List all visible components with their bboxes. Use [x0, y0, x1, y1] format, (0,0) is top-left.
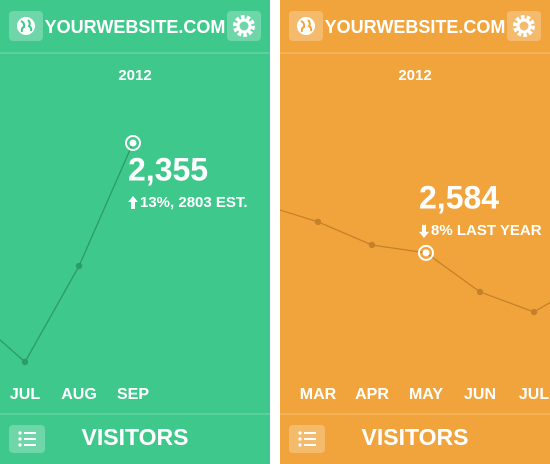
data-point [368, 241, 376, 249]
x-label: MAR [300, 386, 337, 403]
menu-bullet [18, 431, 22, 435]
gear-body [516, 18, 532, 34]
highlight-point [418, 244, 434, 261]
footer-title: VISITORS [82, 424, 189, 450]
data-point [476, 288, 484, 296]
trend-arrow [419, 224, 429, 238]
gear-icon [513, 15, 535, 37]
gear-body [236, 18, 252, 34]
menu-button[interactable] [9, 425, 45, 453]
trend-arrow [128, 196, 138, 209]
x-label: JUL [519, 386, 549, 403]
data-point [314, 218, 322, 226]
globe-land [20, 19, 33, 33]
highlight-dot [422, 249, 430, 257]
menu-bullet [18, 437, 22, 441]
menu-button[interactable] [289, 425, 325, 453]
x-label: APR [355, 386, 389, 403]
x-label: AUG [61, 386, 97, 403]
globe-icon [297, 17, 315, 35]
globe-button[interactable] [289, 11, 323, 41]
year-label: 2012 [118, 67, 151, 84]
chart-area [0, 142, 134, 366]
screen-background [280, 0, 550, 464]
value-label: 2,355 [128, 151, 208, 187]
phone-screen: YOURWEBSITE.COM 2012 MAR APR 2,584 8% LAST YE… [280, 0, 550, 464]
x-label: JUL [10, 386, 40, 403]
menu-bullet [18, 443, 22, 447]
settings-button[interactable] [227, 11, 261, 41]
data-point [75, 262, 83, 270]
highlight-point [125, 135, 141, 151]
settings-button[interactable] [507, 11, 541, 41]
trend-note: 13%, 2803 EST. [140, 194, 248, 211]
data-point [21, 358, 29, 366]
globe-button[interactable] [9, 11, 43, 41]
site-title: YOURWEBSITE.COM [45, 17, 226, 37]
trend-note: 8% LAST YEAR [431, 222, 542, 239]
menu-bullet [298, 443, 302, 447]
year-label: 2012 [398, 67, 431, 84]
trend-line [0, 142, 134, 364]
screen-background [0, 0, 270, 464]
value-label: 2,584 [419, 179, 499, 215]
phone-screen: YOURWEBSITE.COM 2012 JUL AUG 2,355 13%, 2803 … [0, 0, 270, 464]
menu-bullet [298, 437, 302, 441]
highlight-dot [129, 139, 137, 147]
menu-bullet [298, 431, 302, 435]
data-point [530, 308, 538, 316]
button-bg [227, 11, 261, 41]
x-label: MAY [409, 386, 443, 403]
globe-land [300, 19, 313, 33]
globe-icon [17, 17, 35, 35]
gear-icon [233, 15, 255, 37]
button-bg [507, 11, 541, 41]
x-label: SEP [117, 386, 149, 403]
site-title: YOURWEBSITE.COM [325, 17, 506, 37]
footer-title: VISITORS [362, 424, 469, 450]
x-label: JUN [464, 386, 496, 403]
